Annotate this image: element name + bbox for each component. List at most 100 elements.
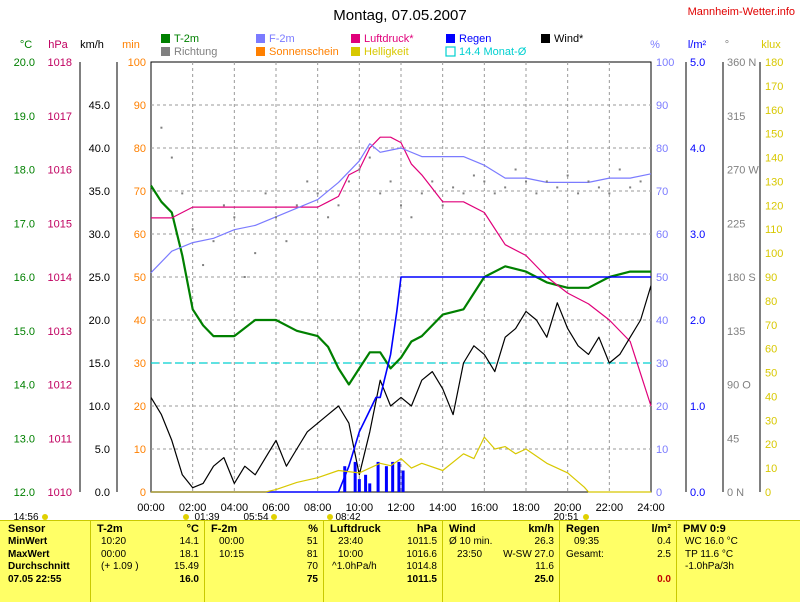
- time-marker-dot: [42, 514, 48, 520]
- axis-tick-label: 18.0: [14, 165, 35, 177]
- axis-tick-label: 30.0: [89, 229, 110, 241]
- wind-direction-point: [316, 192, 319, 195]
- axis-tick-label: 90: [656, 100, 668, 112]
- regen-max-value: 0.4: [657, 536, 671, 547]
- wind-direction-point: [618, 168, 621, 171]
- durchschnitt-label: Durchschnitt: [8, 561, 70, 572]
- axis-tick-label: 90: [134, 100, 146, 112]
- legend-swatch: [446, 34, 455, 43]
- weather-chart: 00:00 02:00 04:00 06:00 08:00 10:00 12:00 14:00…: [13, 6, 795, 520]
- t2m-unit: °C: [186, 523, 199, 535]
- wind-direction-point: [410, 216, 413, 219]
- pmv-column: PMV 0:9 WC 16.0 °C TP 11.6 °C -1.0hPa/3h: [676, 521, 800, 602]
- regen-unit: l/m²: [651, 523, 671, 535]
- rain-bar: [376, 461, 380, 492]
- wind-direction-point: [545, 180, 548, 183]
- axis-tick-label: 90 O: [727, 380, 751, 392]
- pmv-header: PMV 0:9: [683, 523, 726, 535]
- legend-label: Richtung: [174, 46, 217, 58]
- axis-tick-label: 30: [765, 415, 777, 427]
- axis-tick-label: 1018: [48, 57, 72, 69]
- wind-avg10-label: Ø 10 min.: [449, 536, 493, 547]
- axis-tick-label: 60: [656, 229, 668, 241]
- rain-bar: [357, 479, 361, 492]
- legend-label: Wind*: [554, 33, 584, 45]
- axis-tick-label: 20: [134, 401, 146, 413]
- axis-tick-label: 10: [656, 444, 668, 456]
- f-2m-line: [150, 143, 652, 274]
- axis-unit-label: hPa: [48, 39, 68, 51]
- regen-header: Regen: [566, 523, 600, 535]
- wind-direction-point: [285, 240, 288, 243]
- axis-tick-label: 20: [765, 439, 777, 451]
- axis-tick-label: 25.0: [89, 272, 110, 284]
- axis-unit-label: min: [122, 39, 140, 51]
- wind-direction-point: [400, 204, 402, 207]
- t2m-trend: (+ 1.09 ): [101, 561, 139, 572]
- axis-unit-label: klux: [761, 39, 781, 51]
- x-tick-label: 00:00: [137, 502, 165, 514]
- legend-swatch: [256, 47, 265, 56]
- legend-label: 14.4 Monat-Ø: [459, 46, 527, 58]
- axis-tick-label: 180: [765, 57, 783, 69]
- wind-direction-point: [452, 186, 455, 189]
- f2m-unit: %: [308, 523, 318, 535]
- axis-tick-label: 1012: [48, 380, 72, 392]
- axis-tick-label: 40: [765, 391, 777, 403]
- time-marker-label: 20:51: [553, 512, 578, 520]
- t2m-min-time: 10:20: [101, 536, 127, 547]
- axis-tick-label: 270 W: [727, 165, 759, 177]
- axis-tick-label: 80: [134, 143, 146, 155]
- wind-avg10-value: 26.3: [534, 536, 554, 547]
- pmv-windchill: WC 16.0 °C: [685, 536, 738, 547]
- sensor-label: Sensor: [8, 523, 46, 535]
- axis-tick-label: 180 S: [727, 272, 756, 284]
- wind-direction-point: [525, 180, 527, 183]
- f2m-max-value: 81: [306, 548, 318, 560]
- time-marker-label: 01:39: [194, 512, 219, 520]
- wind-current: 25.0: [534, 573, 554, 585]
- wind-header: Wind: [449, 523, 476, 535]
- druck-min-value: 1011.5: [407, 536, 437, 547]
- wind-direction-point: [379, 192, 382, 195]
- axis-tick-label: 4.0: [690, 143, 705, 155]
- legend-label: T-2m: [174, 33, 199, 45]
- site-name: Mannheim-Wetter.info: [688, 6, 795, 18]
- luftdruck-line: [151, 136, 652, 407]
- axis-tick-label: 1.0: [690, 401, 705, 413]
- axis-tick-label: 1015: [48, 218, 72, 230]
- legend-swatch: [445, 46, 456, 57]
- axis-tick-label: 1017: [48, 111, 72, 123]
- regen-total-value: 2.5: [657, 548, 671, 560]
- axis-unit-label: l/m²: [688, 39, 707, 51]
- wind-direction-point: [358, 168, 361, 171]
- axis-tick-label: 13.0: [14, 433, 35, 445]
- time-marker-label: 05:54: [243, 512, 268, 520]
- x-tick-label: 14:00: [429, 502, 457, 514]
- axis-tick-label: 315: [727, 111, 745, 123]
- axis-tick-label: 10.0: [89, 401, 110, 413]
- axis-unit-label: km/h: [80, 39, 104, 51]
- axis-tick-label: 50: [656, 272, 668, 284]
- regen-total-label: Gesamt:: [566, 548, 604, 560]
- wind-direction-point: [254, 252, 257, 255]
- axis-tick-label: 130: [765, 176, 783, 188]
- f2m-min-time: 00:00: [219, 536, 245, 547]
- axis-tick-label: 1016: [48, 165, 72, 177]
- axis-tick-label: 30: [134, 358, 146, 370]
- helligkeit-line: [151, 436, 651, 493]
- f2m-current: 75: [306, 573, 318, 585]
- legend-label: Helligkeit: [364, 46, 409, 58]
- statistics-panel: Sensor MinWert MaxWert Durchschnitt 07.0…: [0, 520, 800, 602]
- druck-trend: ^1.0hPa/h: [332, 561, 377, 572]
- current-time-label: 07.05 22:55: [8, 573, 62, 585]
- axis-tick-label: 1013: [48, 326, 72, 338]
- legend-label: F-2m: [269, 33, 295, 45]
- axis-tick-label: 30: [656, 358, 668, 370]
- wind-max-value: W-SW 27.0: [503, 548, 554, 560]
- rain-bar: [353, 461, 357, 492]
- wind-direction-point: [275, 216, 277, 219]
- time-marker-label: 08:42: [335, 512, 360, 520]
- axis-tick-label: 1011: [48, 433, 72, 445]
- axis-unit-label: %: [650, 39, 660, 51]
